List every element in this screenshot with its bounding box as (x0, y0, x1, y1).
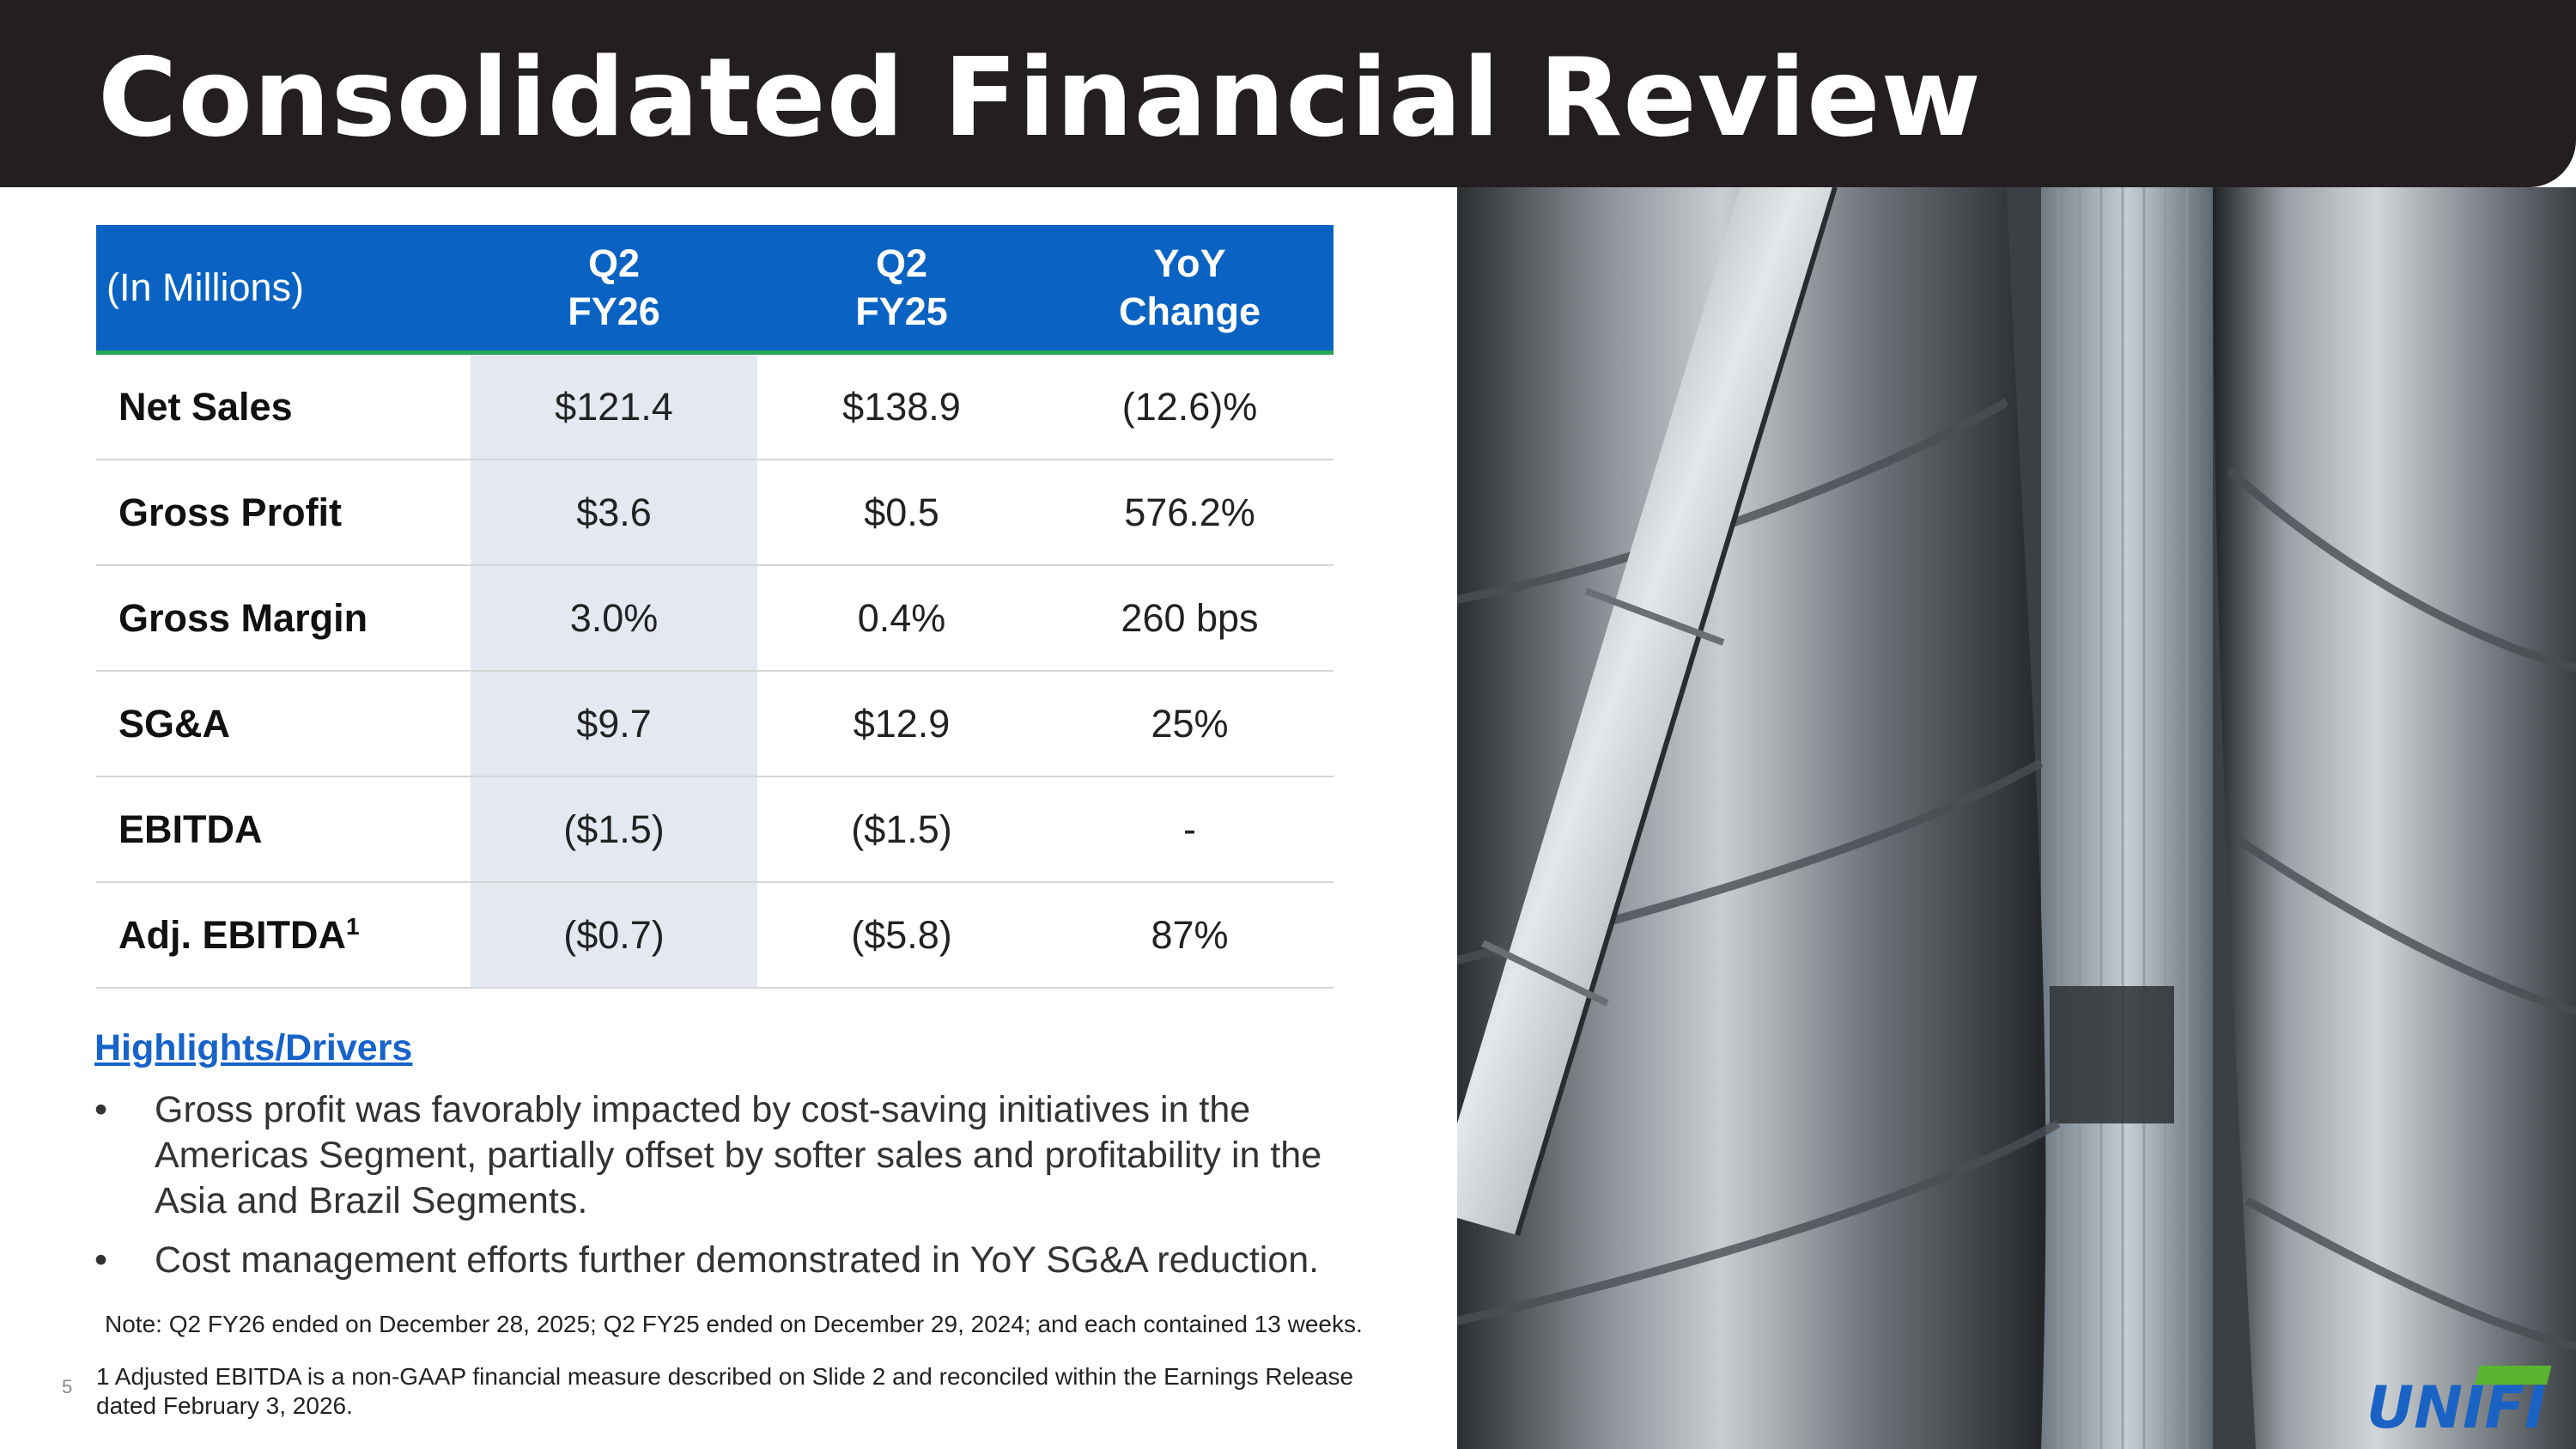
footnote: 1 Adjusted EBITDA is a non-GAAP financia… (96, 1363, 1354, 1419)
cell-yoy: 25% (1046, 671, 1334, 777)
row-label: Gross Margin (96, 565, 471, 672)
cell-q2fy26: $121.4 (471, 352, 757, 460)
page-number: 5 (62, 1376, 73, 1397)
cell-q2fy25: $138.9 (757, 352, 1046, 460)
table-row: Gross Margin 3.0% 0.4% 260 bps (96, 565, 1334, 672)
cell-q2fy26: ($0.7) (471, 882, 757, 989)
table-row: Net Sales $121.4 $138.9 (12.6)% (96, 352, 1334, 460)
highlights-heading[interactable]: Highlights/Drivers (94, 1027, 413, 1068)
unifi-logo: UNIFI (2360, 1364, 2554, 1442)
header-q2-fy26: Q2 FY26 (471, 225, 757, 355)
cell-yoy: (12.6)% (1046, 352, 1334, 460)
bullet-glyph: • (94, 1089, 108, 1130)
header-in-millions: (In Millions) (96, 225, 471, 355)
cell-yoy: 576.2% (1046, 460, 1334, 566)
cell-q2fy25: ($5.8) (757, 882, 1046, 989)
cell-q2fy26: $3.6 (471, 460, 757, 566)
cell-q2fy25: $0.5 (757, 460, 1046, 566)
bullet-glyph: • (94, 1239, 108, 1281)
table-row: Gross Profit $3.6 $0.5 576.2% (96, 460, 1334, 566)
row-label: Adj. EBITDA1 (96, 882, 471, 989)
page-title: Consolidated Financial Review (98, 34, 1982, 161)
row-label: Net Sales (96, 352, 471, 460)
row-label: EBITDA (96, 776, 471, 883)
cell-q2fy25: 0.4% (757, 565, 1046, 672)
table-row: EBITDA ($1.5) ($1.5) - (96, 776, 1334, 883)
list-item: • Gross profit was favorably impacted by … (94, 1089, 1322, 1221)
silo-photo (1457, 187, 2576, 1449)
list-item: • Cost management efforts further demonst… (94, 1238, 1382, 1283)
cell-q2fy26: $9.7 (471, 671, 757, 777)
cell-yoy: 87% (1046, 882, 1334, 989)
cell-q2fy25: ($1.5) (757, 776, 1046, 883)
cell-q2fy26: ($1.5) (471, 776, 757, 883)
table-header-row: (In Millions) Q2 FY26 Q2 FY25 YoY Change (96, 225, 1334, 355)
financial-table: (In Millions) Q2 FY26 Q2 FY25 YoY Change Ne… (96, 225, 1334, 989)
row-label: Gross Profit (96, 460, 471, 566)
unifi-logo-mark: UNIFI (2366, 1366, 2552, 1442)
row-label: SG&A (96, 671, 471, 777)
logo-text: UNIFI (2366, 1374, 2546, 1433)
silo-illustration (1457, 187, 2576, 1449)
period-note: Note: Q2 FY26 ended on December 28, 2025… (105, 1311, 1363, 1337)
cell-q2fy25: $12.9 (757, 671, 1046, 777)
header-q2-fy25: Q2 FY25 (757, 225, 1046, 355)
table-row: Adj. EBITDA1 ($0.7) ($5.8) 87% (96, 882, 1334, 989)
highlights-list: • Gross profit was favorably impacted by … (94, 1087, 1382, 1297)
title-bar: Consolidated Financial Review (0, 0, 2576, 187)
header-yoy-change: YoY Change (1046, 225, 1334, 355)
cell-q2fy26: 3.0% (471, 565, 757, 672)
cell-yoy: - (1046, 776, 1334, 883)
cell-yoy: 260 bps (1046, 565, 1334, 672)
table-row: SG&A $9.7 $12.9 25% (96, 671, 1334, 777)
